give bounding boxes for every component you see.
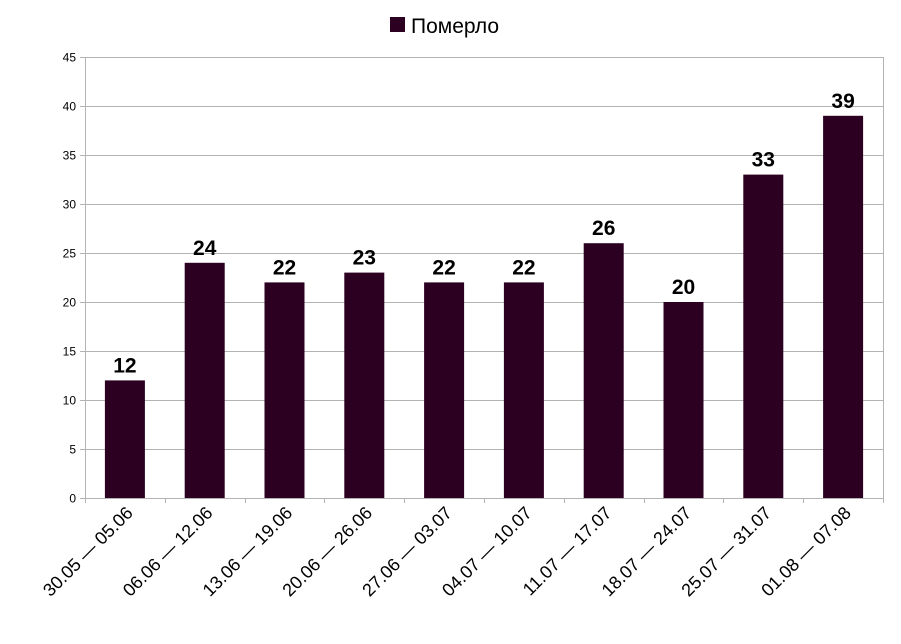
bar — [743, 174, 784, 498]
bar — [264, 282, 305, 498]
y-tick-label: 15 — [63, 345, 77, 359]
y-tick-label: 10 — [63, 394, 77, 408]
data-label: 22 — [512, 256, 535, 279]
y-tick-label: 40 — [63, 100, 77, 114]
bar — [104, 380, 145, 498]
y-tick-label: 5 — [69, 443, 76, 457]
data-label: 22 — [432, 256, 455, 279]
y-tick-label: 20 — [63, 296, 77, 310]
data-label: 20 — [672, 276, 695, 299]
data-label: 26 — [592, 217, 615, 240]
legend-swatch — [390, 17, 405, 32]
bar — [583, 243, 624, 498]
legend-label: Померло — [411, 15, 499, 38]
y-tick-label: 35 — [63, 149, 77, 163]
bar — [503, 282, 544, 498]
y-tick-label: 45 — [63, 51, 77, 65]
bars — [104, 115, 864, 499]
y-tick-label: 25 — [63, 247, 77, 261]
data-label: 39 — [831, 90, 854, 113]
data-label: 22 — [273, 256, 296, 279]
data-labels: 12 24 22 23 22 22 26 20 33 39 — [113, 90, 855, 378]
bar — [823, 115, 864, 499]
bar — [424, 282, 465, 498]
axes — [80, 57, 884, 503]
y-axis-tick-labels: 0 5 10 15 20 25 30 35 40 45 — [63, 51, 77, 506]
data-label: 33 — [752, 149, 775, 172]
data-label: 23 — [353, 247, 376, 270]
y-tick-label: 30 — [63, 198, 77, 212]
bar — [344, 272, 385, 498]
data-label: 12 — [113, 354, 136, 377]
bar — [663, 302, 704, 498]
data-label: 24 — [193, 237, 217, 260]
bar — [184, 262, 225, 498]
y-tick-label: 0 — [69, 492, 76, 506]
legend: Померло — [390, 15, 499, 38]
